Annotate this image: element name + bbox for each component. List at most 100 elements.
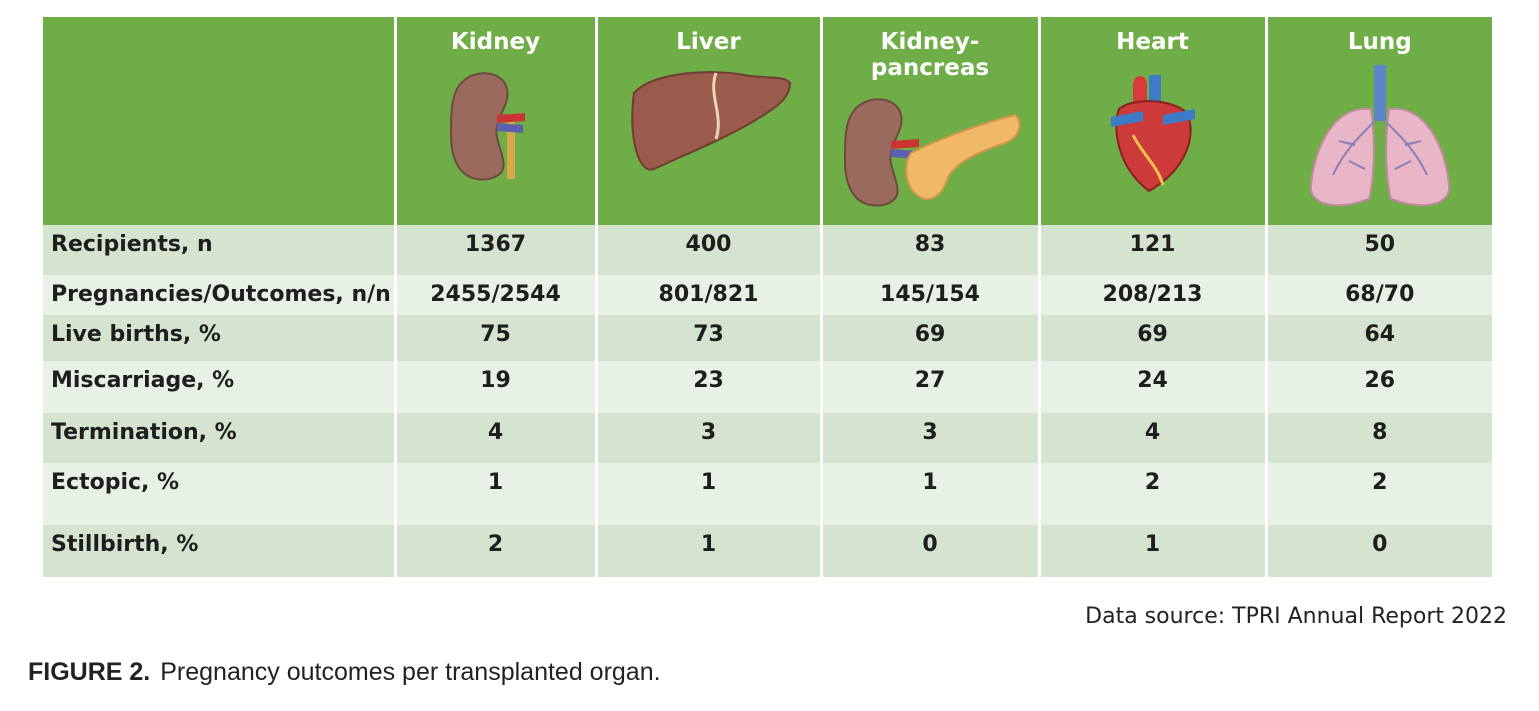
kidney-pancreas-icon bbox=[843, 98, 1021, 207]
cell-value: 1 bbox=[700, 532, 717, 557]
cell-kidney: 1 bbox=[393, 463, 596, 525]
cell-value: 75 bbox=[480, 322, 511, 347]
cell-lung: 26 bbox=[1264, 361, 1492, 413]
cell-lung: 8 bbox=[1264, 413, 1492, 463]
cell-heart: 1 bbox=[1037, 525, 1266, 577]
cell-liver: 400 bbox=[594, 225, 821, 275]
cell-value: 400 bbox=[685, 232, 732, 257]
cell-liver: 23 bbox=[594, 361, 821, 413]
cell-kidney: 4 bbox=[393, 413, 596, 463]
row-label-cell: Pregnancies/Outcomes, n/n bbox=[43, 275, 395, 315]
row-label-cell: Termination, % bbox=[43, 413, 395, 463]
cell-lung: 64 bbox=[1264, 315, 1492, 361]
figure-caption-text: Pregnancy outcomes per transplanted orga… bbox=[160, 658, 661, 686]
cell-heart: 69 bbox=[1037, 315, 1266, 361]
cell-value: 145/154 bbox=[880, 282, 980, 307]
cell-liver: 73 bbox=[594, 315, 821, 361]
row-label-cell: Ectopic, % bbox=[43, 463, 395, 525]
cell-kidney-pancreas: 145/154 bbox=[819, 275, 1039, 315]
table-row: Live births, % 75 73 69 69 64 bbox=[43, 315, 1492, 361]
organ-label-kidney: Kidney bbox=[450, 29, 541, 55]
cell-kidney: 1367 bbox=[393, 225, 596, 275]
cell-value: 0 bbox=[922, 532, 938, 557]
cell-lung: 2 bbox=[1264, 463, 1492, 525]
cell-value: 2 bbox=[1372, 470, 1388, 495]
cell-lung: 68/70 bbox=[1264, 275, 1492, 315]
cell-kidney: 19 bbox=[393, 361, 596, 413]
cell-lung: 50 bbox=[1264, 225, 1492, 275]
row-label-cell: Live births, % bbox=[43, 315, 395, 361]
cell-heart: 208/213 bbox=[1037, 275, 1266, 315]
cell-value: 801/821 bbox=[658, 282, 759, 307]
cell-heart: 2 bbox=[1037, 463, 1266, 525]
cell-liver: 801/821 bbox=[594, 275, 821, 315]
table-row: Pregnancies/Outcomes, n/n 2455/2544 801/82… bbox=[43, 275, 1492, 315]
lung-icon bbox=[1309, 65, 1450, 207]
header-kidney: Kidney bbox=[393, 17, 596, 225]
cell-value: 19 bbox=[480, 368, 511, 393]
organ-label-liver: Liver bbox=[676, 29, 741, 55]
cell-value: 8 bbox=[1372, 420, 1388, 445]
row-label: Stillbirth, % bbox=[51, 532, 199, 557]
cell-heart: 24 bbox=[1037, 361, 1266, 413]
cell-value: 1367 bbox=[464, 232, 527, 257]
cell-kidney: 2 bbox=[393, 525, 596, 577]
cell-value: 68/70 bbox=[1345, 282, 1415, 307]
table-row: Ectopic, % 1 1 1 2 2 bbox=[43, 463, 1492, 525]
cell-kidney: 75 bbox=[393, 315, 596, 361]
liver-icon bbox=[630, 71, 791, 171]
data-source-note: Data source: TPRI Annual Report 2022 bbox=[1085, 604, 1507, 629]
header-liver: Liver bbox=[594, 17, 821, 225]
cell-value: 208/213 bbox=[1102, 282, 1203, 307]
header-lung: Lung bbox=[1264, 17, 1492, 225]
kidney-icon bbox=[449, 72, 525, 181]
organ-label-kidney-pancreas: Kidney-pancreas bbox=[870, 29, 990, 81]
cell-value: 2 bbox=[1144, 470, 1161, 495]
row-label: Miscarriage, % bbox=[51, 368, 235, 393]
header-heart: Heart bbox=[1037, 17, 1266, 225]
cell-kidney-pancreas: 1 bbox=[819, 463, 1039, 525]
cell-liver: 1 bbox=[594, 463, 821, 525]
table-row: Termination, % 4 3 3 4 8 bbox=[43, 413, 1492, 463]
table-row: Stillbirth, % 2 1 0 1 0 bbox=[43, 525, 1492, 577]
row-label: Pregnancies/Outcomes, n/n bbox=[51, 282, 391, 307]
cell-value: 4 bbox=[1144, 420, 1161, 445]
cell-kidney-pancreas: 83 bbox=[819, 225, 1039, 275]
cell-value: 1 bbox=[1144, 532, 1161, 557]
cell-lung: 0 bbox=[1264, 525, 1492, 577]
cell-value: 83 bbox=[914, 232, 946, 257]
row-label: Live births, % bbox=[51, 322, 221, 347]
row-label-cell: Stillbirth, % bbox=[43, 525, 395, 577]
cell-value: 1 bbox=[700, 470, 717, 495]
cell-liver: 3 bbox=[594, 413, 821, 463]
cell-value: 23 bbox=[693, 368, 724, 393]
cell-value: 26 bbox=[1364, 368, 1396, 393]
cell-value: 3 bbox=[922, 420, 938, 445]
cell-value: 2 bbox=[487, 532, 504, 557]
cell-value: 4 bbox=[487, 420, 504, 445]
cell-value: 69 bbox=[914, 322, 946, 347]
cell-heart: 121 bbox=[1037, 225, 1266, 275]
cell-kidney-pancreas: 69 bbox=[819, 315, 1039, 361]
row-label: Ectopic, % bbox=[51, 470, 180, 495]
figure-caption-label: FIGURE 2. bbox=[28, 658, 151, 686]
table-row: Recipients, n 1367 400 83 121 50 bbox=[43, 225, 1492, 275]
row-label-cell: Recipients, n bbox=[43, 225, 395, 275]
outcomes-table: Kidney Liver Kidney-pancreas bbox=[43, 17, 1492, 577]
cell-value: 24 bbox=[1137, 368, 1168, 393]
cell-value: 69 bbox=[1137, 322, 1168, 347]
cell-heart: 4 bbox=[1037, 413, 1266, 463]
cell-value: 1 bbox=[487, 470, 504, 495]
cell-value: 2455/2544 bbox=[430, 282, 561, 307]
cell-value: 50 bbox=[1364, 232, 1396, 257]
header-row: Kidney Liver Kidney-pancreas bbox=[43, 17, 1492, 225]
cell-value: 3 bbox=[700, 420, 717, 445]
cell-value: 27 bbox=[914, 368, 946, 393]
cell-value: 73 bbox=[693, 322, 724, 347]
cell-value: 64 bbox=[1364, 322, 1396, 347]
cell-kidney-pancreas: 27 bbox=[819, 361, 1039, 413]
row-label: Termination, % bbox=[51, 420, 237, 445]
cell-liver: 1 bbox=[594, 525, 821, 577]
cell-value: 121 bbox=[1129, 232, 1176, 257]
row-label: Recipients, n bbox=[51, 232, 213, 257]
